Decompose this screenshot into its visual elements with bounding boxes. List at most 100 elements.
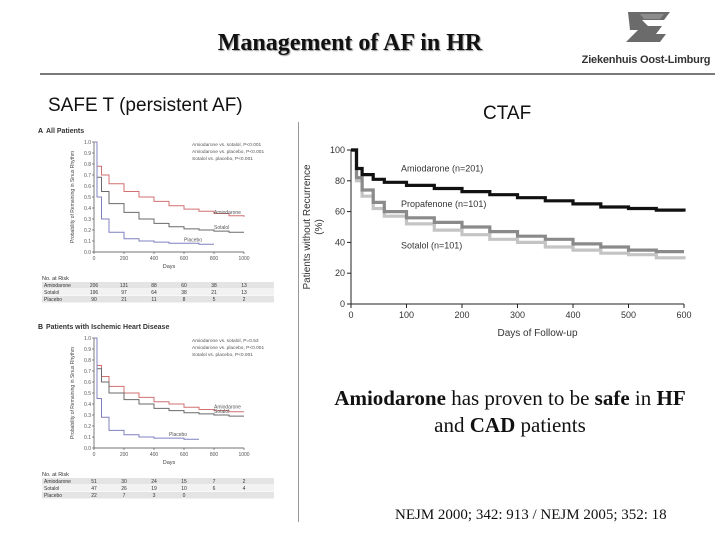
- at-risk-value: 3: [153, 493, 156, 499]
- statement-text-1: has proven to be: [445, 386, 595, 410]
- at-risk-value: 90: [91, 297, 97, 303]
- at-risk-value: 22: [91, 493, 97, 499]
- y-axis-label: Patients without Recurrence: [302, 164, 313, 290]
- statement-safe: safe: [594, 386, 630, 410]
- y-tick-label: 20: [335, 268, 345, 278]
- statement-cad: CAD: [469, 413, 516, 437]
- y-tick-label: 0.4: [84, 402, 91, 408]
- x-tick-label: 800: [210, 256, 219, 262]
- p-value-annotation: Sotalol vs. placebo, P<0.001: [192, 156, 253, 162]
- at-risk-value: 10: [181, 486, 187, 492]
- at-risk-value: 26: [121, 486, 127, 492]
- x-tick-label: 1000: [238, 256, 249, 262]
- at-risk-row-bg: [42, 478, 274, 485]
- series-label: Sotalol: [214, 409, 229, 415]
- x-tick-label: 200: [120, 452, 129, 458]
- series-line-placebo: [94, 141, 214, 245]
- x-tick-label: 0: [348, 310, 353, 320]
- series-label: Amiodarone: [214, 210, 241, 216]
- at-risk-value: 8: [183, 297, 186, 303]
- at-risk-value: 4: [243, 486, 246, 492]
- x-tick-label: 600: [676, 310, 691, 320]
- at-risk-value: 131: [120, 283, 129, 289]
- references: NEJM 2000; 342: 913 / NEJM 2005; 352: 18: [395, 507, 667, 523]
- y-tick-label: 0.8: [84, 358, 91, 364]
- series-label: Sotalol: [214, 225, 229, 231]
- panel-title: Patients with Ischemic Heart Disease: [46, 324, 169, 331]
- series-label: Placebo: [184, 237, 202, 243]
- at-risk-value: 21: [211, 290, 217, 296]
- statement-drug: Amiodarone: [334, 386, 446, 410]
- y-tick-label: 0.0: [84, 446, 91, 452]
- y-tick-label: 0.7: [84, 369, 91, 375]
- at-risk-label: No. at Risk: [42, 472, 69, 478]
- x-tick-label: 400: [565, 310, 580, 320]
- at-risk-value: 51: [91, 479, 97, 485]
- y-tick-label: 0.7: [84, 173, 91, 179]
- at-risk-value: 30: [121, 479, 127, 485]
- x-tick-label: 400: [150, 452, 159, 458]
- at-risk-value: 15: [181, 479, 187, 485]
- x-tick-label: 100: [399, 310, 414, 320]
- series-line: [351, 148, 686, 212]
- y-tick-label: 0.5: [84, 195, 91, 201]
- hospital-logo: Ziekenhuis Oost-Limburg: [578, 8, 714, 70]
- y-tick-label: 0.9: [84, 347, 91, 353]
- ctaf-figure: 0 20 40 60 80 100 0 100 200 300 400 500 600 Days of F…: [298, 140, 698, 340]
- y-tick-label: 60: [335, 207, 345, 217]
- y-axis-label: Probability of Remaining in Sinus Rhythm: [70, 347, 76, 439]
- series-line-placebo: [94, 337, 199, 440]
- at-risk-value: 5: [213, 297, 216, 303]
- y-tick-label: 0.4: [84, 206, 91, 212]
- x-tick-label: 200: [120, 256, 129, 262]
- x-tick-label: 1000: [238, 452, 249, 458]
- x-tick-label: 300: [510, 310, 525, 320]
- panel-label: B: [38, 324, 43, 331]
- at-risk-value: 11: [151, 297, 156, 303]
- series-line-amiodarone: [94, 141, 245, 217]
- x-axis-label: Days: [163, 460, 176, 466]
- series-line: [351, 148, 684, 254]
- x-tick-label: 0: [93, 452, 96, 458]
- p-value-annotation: Amiodarone vs. placebo, P<0.001: [192, 149, 264, 155]
- y-tick-label: 0.3: [84, 413, 91, 419]
- y-tick-label: 0.9: [84, 151, 91, 157]
- at-risk-value: 7: [213, 479, 216, 485]
- series-label: Placebo: [169, 432, 187, 438]
- x-axis-label: Days: [163, 264, 176, 270]
- y-tick-label: 1.0: [84, 140, 91, 146]
- y-tick-label: 0.8: [84, 162, 91, 168]
- y-tick-label: 0.3: [84, 217, 91, 223]
- at-risk-row-name: Placebo: [44, 297, 62, 303]
- at-risk-row-name: Sotalol: [44, 486, 59, 492]
- statement-text-2: in: [629, 386, 657, 410]
- at-risk-value: 206: [90, 283, 99, 289]
- at-risk-value: 2: [243, 479, 246, 485]
- at-risk-value: 21: [121, 297, 127, 303]
- at-risk-value: 24: [151, 479, 157, 485]
- at-risk-row-bg: [42, 282, 274, 289]
- at-risk-value: 88: [151, 283, 157, 289]
- y-tick-label: 0.1: [84, 435, 91, 441]
- at-risk-row-bg: [42, 289, 274, 296]
- at-risk-value: 196: [90, 290, 99, 296]
- series-line-sotalol: [94, 141, 244, 233]
- at-risk-row-bg: [42, 485, 274, 492]
- logo-z-icon: [626, 12, 670, 42]
- at-risk-value: 6: [213, 486, 216, 492]
- at-risk-value: 47: [91, 486, 97, 492]
- at-risk-row-name: Sotalol: [44, 290, 59, 296]
- y-tick-label: 80: [335, 176, 345, 186]
- right-heading: CTAF: [483, 103, 532, 124]
- p-value-annotation: Amiodarone vs. placebo, P<0.001: [192, 345, 264, 351]
- at-risk-value: 64: [151, 290, 157, 296]
- y-tick-label: 0.2: [84, 228, 91, 234]
- at-risk-row-bg: [42, 296, 274, 303]
- y-tick-label: 0.6: [84, 380, 91, 386]
- left-heading: SAFE T (persistent AF): [48, 95, 243, 116]
- statement-hf: HF: [656, 386, 686, 410]
- series-label: Amiodarone: [214, 405, 241, 411]
- p-value-annotation: Amiodarone vs. sotalol, P<0.001: [192, 142, 262, 148]
- y-tick-label: 0: [340, 299, 345, 309]
- at-risk-value: 60: [181, 283, 187, 289]
